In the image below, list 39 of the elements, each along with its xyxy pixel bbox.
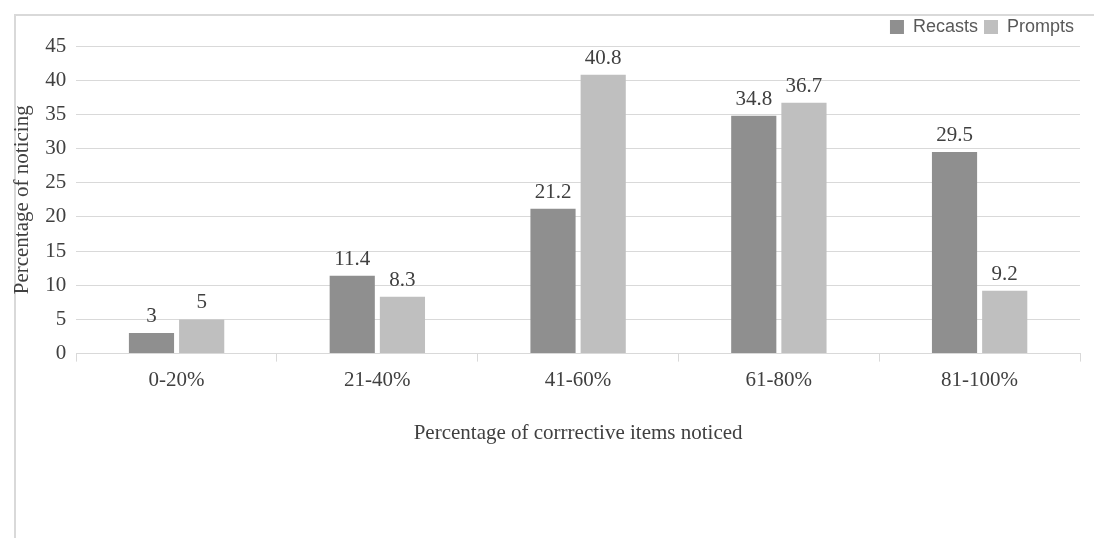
data-label: 11.4 [334, 245, 371, 270]
bar [931, 151, 978, 354]
x-tick-label: 21-40% [344, 366, 411, 391]
data-label: 40.8 [584, 44, 622, 69]
y-tick-label: 45 [45, 32, 67, 57]
y-tick-label: 15 [45, 237, 67, 262]
data-label: 36.7 [785, 72, 823, 97]
y-tick-label: 40 [45, 66, 67, 91]
bar [329, 275, 375, 354]
legend-label: Recasts [912, 15, 978, 36]
x-tick-label: 61-80% [745, 366, 813, 391]
x-tick-label: 41-60% [544, 366, 612, 391]
bar [781, 102, 827, 354]
bar [982, 290, 1028, 354]
bar [731, 115, 777, 354]
y-tick-label: 20 [45, 203, 67, 228]
y-axis-title: Percentage of noticing [9, 104, 34, 295]
bar [379, 296, 426, 354]
data-label: 21.2 [534, 178, 572, 203]
bar [128, 333, 175, 354]
data-label: 3 [146, 303, 157, 328]
bar [530, 208, 576, 354]
y-tick-label: 10 [45, 271, 67, 296]
data-label: 9.2 [991, 260, 1018, 285]
y-tick-label: 35 [45, 100, 67, 125]
data-label: 5 [196, 289, 207, 314]
y-tick-label: 5 [55, 305, 67, 330]
data-label: 8.3 [389, 266, 416, 291]
x-tick-label: 0-20% [148, 366, 205, 391]
bar [179, 319, 225, 354]
x-axis-title: Percentage of corrrective items noticed [413, 419, 744, 444]
data-label: 34.8 [735, 85, 773, 110]
bar [580, 74, 626, 354]
y-tick-label: 25 [45, 169, 67, 194]
y-tick-label: 0 [55, 340, 67, 365]
x-tick-label: 81-100% [941, 366, 1019, 391]
legend-label: Prompts [1006, 15, 1075, 36]
y-tick-label: 30 [45, 135, 67, 160]
data-label: 29.5 [936, 121, 973, 146]
